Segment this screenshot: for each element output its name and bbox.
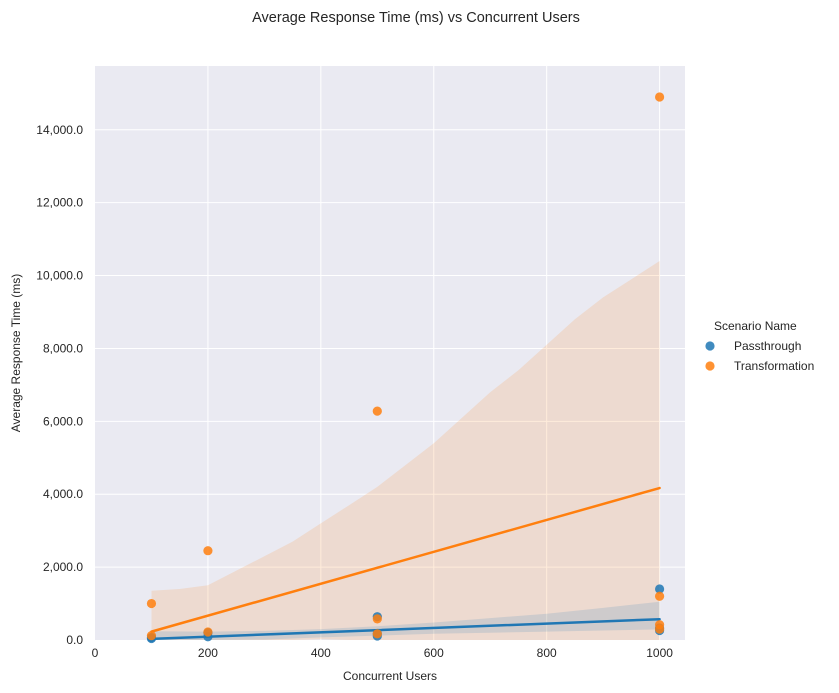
y-axis-label: Average Response Time (ms) [9,274,23,433]
chart-title: Average Response Time (ms) vs Concurrent… [252,10,580,26]
data-point-passthrough [654,584,665,594]
y-tick-label: 8,000.0 [43,341,83,355]
data-point-transformation [146,631,157,641]
legend-marker-transformation [705,361,715,371]
y-tick-labels: 0.0 2,000.0 4,000.0 6,000.0 8,000.0 10,000.0 1… [36,123,83,647]
confidence-bands [151,261,660,640]
x-tick-labels: 0 200 400 600 800 1000 [92,646,674,660]
x-tick-label: 200 [198,646,218,660]
data-point-transformation [654,624,665,634]
data-point-transformation [203,627,213,637]
trend-line-transformation [150,486,661,633]
data-point-transformation [146,598,157,609]
data-point-transformation [372,406,382,416]
y-tick-label: 14,000.0 [36,123,83,137]
data-point-transformation [372,629,382,639]
data-point-transformation [654,591,665,601]
data-point-transformation [654,92,665,102]
y-tick-label: 10,000.0 [36,269,83,283]
confidence-band-transformation [151,261,660,640]
x-tick-label: 600 [424,646,444,660]
data-point-transformation [203,546,213,556]
plot-area [95,66,685,640]
legend-marker-passthrough [705,341,715,351]
data-points [146,92,665,644]
x-axis-label: Concurrent Users [343,669,437,683]
y-tick-label: 4,000.0 [43,487,83,501]
data-point-transformation [372,614,382,624]
legend-label-transformation: Transformation [734,359,814,373]
x-tick-label: 0 [92,646,99,660]
legend: Scenario Name Passthrough Transformation [705,319,814,373]
trend-lines [150,486,661,641]
legend-label-passthrough: Passthrough [734,339,801,353]
y-tick-label: 6,000.0 [43,414,83,428]
x-tick-label: 800 [537,646,557,660]
y-tick-label: 2,000.0 [43,560,83,574]
y-tick-label: 0.0 [66,633,83,647]
confidence-band-passthrough [151,601,660,640]
legend-title: Scenario Name [714,319,797,333]
x-tick-label: 1000 [646,646,673,660]
trend-line-passthrough [150,617,661,641]
y-tick-label: 12,000.0 [36,196,83,210]
grid-lines [95,66,685,640]
x-tick-label: 400 [311,646,331,660]
